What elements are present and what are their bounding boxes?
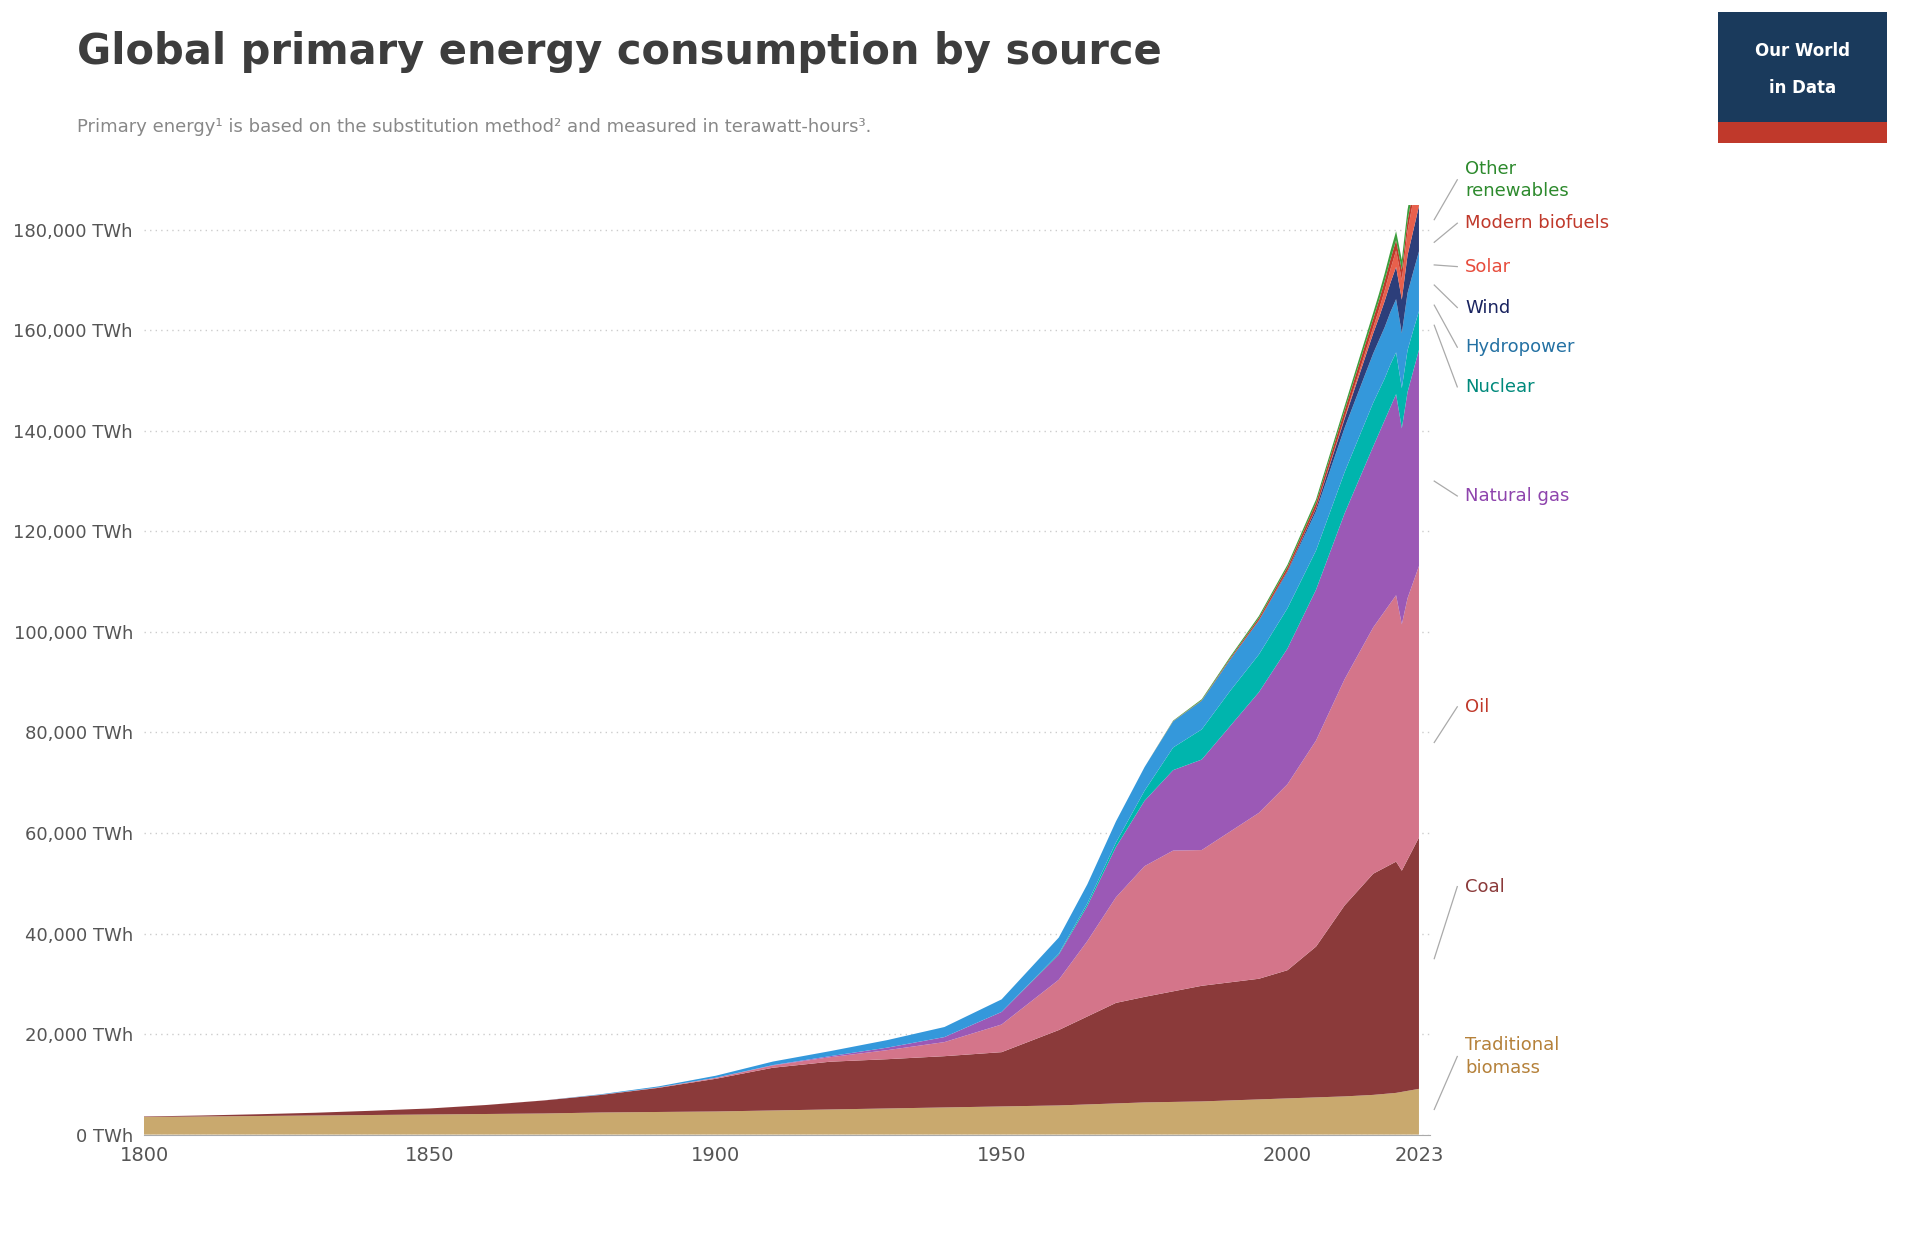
Text: renewables: renewables <box>1465 182 1569 200</box>
Text: Other: Other <box>1465 160 1517 177</box>
FancyBboxPatch shape <box>1718 122 1887 143</box>
Text: Oil: Oil <box>1465 698 1490 715</box>
FancyBboxPatch shape <box>1718 12 1887 143</box>
Text: in Data: in Data <box>1770 79 1836 97</box>
Text: Wind: Wind <box>1465 299 1511 316</box>
Text: Primary energy¹ is based on the substitution method² and measured in terawatt-ho: Primary energy¹ is based on the substitu… <box>77 118 872 136</box>
Text: Modern biofuels: Modern biofuels <box>1465 215 1609 232</box>
Text: Natural gas: Natural gas <box>1465 487 1569 505</box>
Text: Global primary energy consumption by source: Global primary energy consumption by sou… <box>77 31 1162 73</box>
Text: Hydropower: Hydropower <box>1465 339 1574 356</box>
Text: Nuclear: Nuclear <box>1465 378 1534 396</box>
Text: biomass: biomass <box>1465 1059 1540 1076</box>
Text: Solar: Solar <box>1465 258 1511 275</box>
Text: Coal: Coal <box>1465 878 1505 895</box>
Text: Our World: Our World <box>1755 42 1851 61</box>
Text: Traditional: Traditional <box>1465 1037 1559 1054</box>
